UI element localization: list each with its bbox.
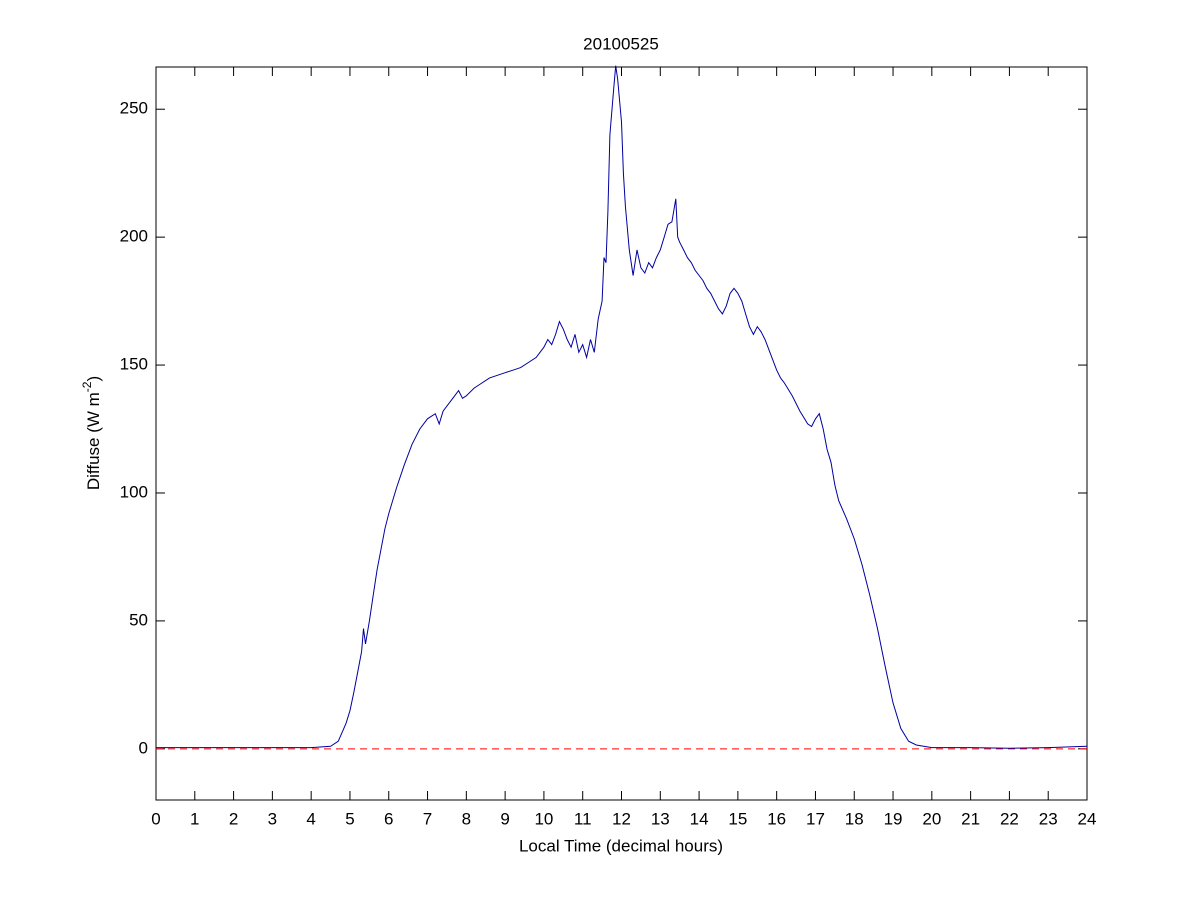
y-axis-label: Diffuse (W m-2) (80, 376, 103, 490)
x-tick-label: 21 (961, 809, 980, 828)
x-tick-label: 20 (922, 809, 941, 828)
x-tick-label: 18 (845, 809, 864, 828)
data-line (156, 65, 1088, 749)
y-tick-label: 250 (120, 99, 148, 118)
y-tick-label: 100 (120, 482, 148, 501)
x-tick-label: 16 (767, 809, 786, 828)
x-tick-label: 3 (268, 809, 277, 828)
x-tick-label: 4 (306, 809, 315, 828)
x-tick-label: 15 (728, 809, 747, 828)
chart-title: 20100525 (583, 34, 659, 53)
x-axis-label: Local Time (decimal hours) (519, 836, 723, 855)
x-tick-label: 2 (229, 809, 238, 828)
y-tick-label: 200 (120, 227, 148, 246)
y-tick-label: 150 (120, 355, 148, 374)
x-tick-label: 12 (612, 809, 631, 828)
y-label-close: ) (84, 376, 103, 382)
plot-area (155, 66, 1088, 801)
x-tick-label: 8 (462, 809, 471, 828)
x-tick-label: 10 (534, 809, 553, 828)
x-tick-label: 0 (151, 809, 160, 828)
y-tick-label: 0 (139, 738, 148, 757)
x-tick-label: 9 (500, 809, 509, 828)
x-tick-label: 19 (884, 809, 903, 828)
y-tick-label: 50 (129, 610, 148, 629)
x-tick-label: 13 (651, 809, 670, 828)
y-label-text: Diffuse (W m (84, 392, 103, 490)
x-tick-label: 5 (345, 809, 354, 828)
x-tick-label: 17 (806, 809, 825, 828)
x-tick-label: 7 (423, 809, 432, 828)
x-tick-label: 22 (1000, 809, 1019, 828)
x-tick-label: 23 (1039, 809, 1058, 828)
x-tick-label: 11 (574, 809, 592, 828)
x-tick-label: 1 (190, 809, 199, 828)
y-label-sup: -2 (80, 381, 94, 392)
x-tick-label: 14 (690, 809, 709, 828)
x-tick-label: 6 (384, 809, 393, 828)
x-tick-label: 24 (1078, 809, 1097, 828)
